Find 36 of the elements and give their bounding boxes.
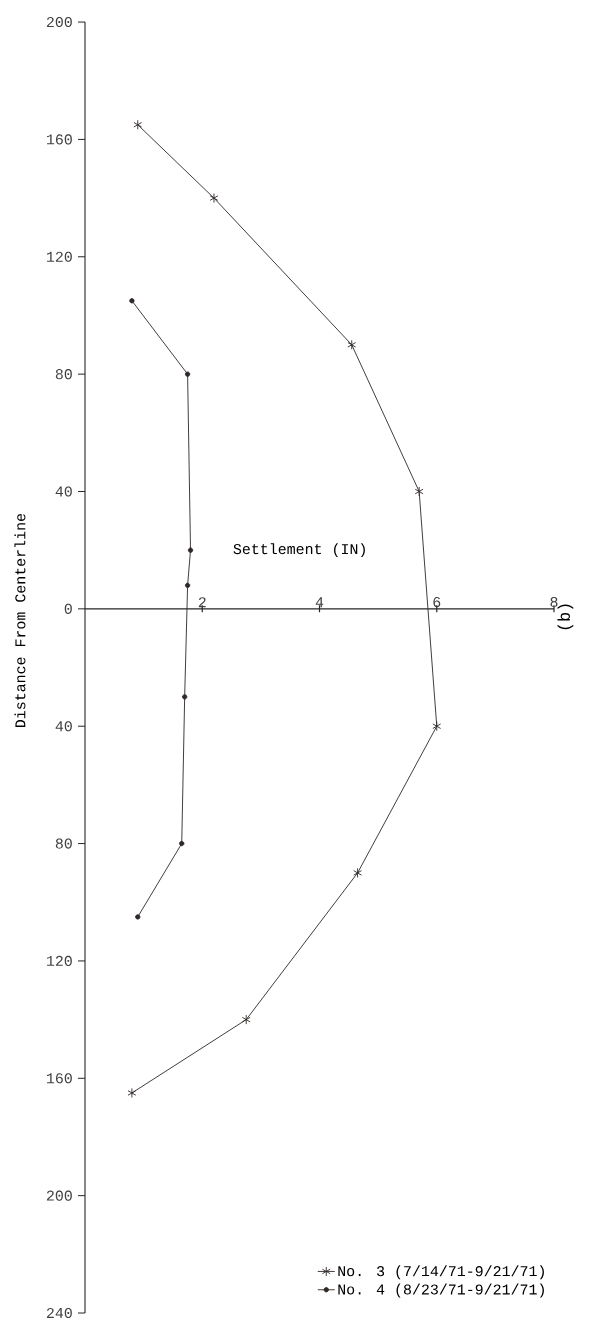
point bbox=[184, 371, 191, 377]
point bbox=[135, 914, 141, 920]
x-tick-label: 2 bbox=[198, 597, 206, 608]
y-tick-label: 0 bbox=[64, 603, 72, 614]
point bbox=[414, 486, 424, 497]
point bbox=[347, 339, 357, 350]
point bbox=[179, 840, 185, 847]
legend-label: No. 4 (8/23/71-9/21/71) bbox=[338, 1283, 544, 1298]
point bbox=[353, 867, 362, 878]
point bbox=[129, 298, 135, 304]
x-tick-label: 8 bbox=[550, 597, 558, 608]
x-tick-label: 4 bbox=[315, 597, 324, 608]
point bbox=[133, 119, 143, 130]
text: (b) bbox=[557, 604, 574, 630]
y-tick-label: 120 bbox=[46, 251, 72, 262]
x-tick-label: 6 bbox=[433, 597, 441, 608]
y-tick-label: 200 bbox=[46, 16, 72, 28]
point bbox=[127, 1088, 137, 1098]
legend-label: No. 3 (7/14/71-9/21/71) bbox=[338, 1265, 544, 1280]
point bbox=[241, 1014, 251, 1025]
y-tick-label: 240 bbox=[46, 1307, 72, 1319]
point bbox=[182, 694, 188, 700]
point bbox=[184, 582, 191, 589]
y-tick-label: 160 bbox=[46, 1073, 72, 1084]
y-tick-label: 80 bbox=[55, 369, 72, 380]
y-tick-label: 200 bbox=[46, 1190, 72, 1201]
y-tick-label: 80 bbox=[55, 838, 72, 849]
y-tick-label: 120 bbox=[46, 955, 72, 966]
y-tick-label: 40 bbox=[55, 486, 72, 497]
point bbox=[209, 193, 219, 204]
point bbox=[187, 547, 194, 553]
y-tick-label: 40 bbox=[55, 721, 72, 732]
y-tick-label: 160 bbox=[46, 134, 72, 145]
point bbox=[432, 721, 442, 732]
x-axis-title: Settlement (IN) bbox=[233, 543, 365, 558]
y-axis-title: Distance From Centerline bbox=[14, 513, 26, 728]
